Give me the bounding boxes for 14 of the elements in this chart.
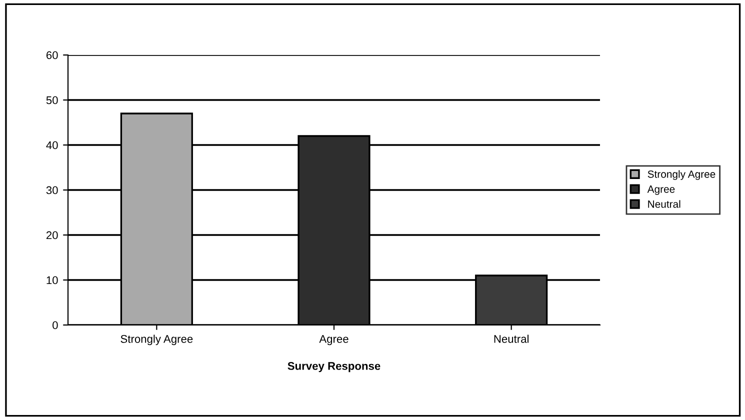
x-tick-label: Agree <box>319 335 348 346</box>
x-tick-label: Neutral <box>494 334 528 343</box>
x-tick-label: Strongly Agree <box>120 334 193 346</box>
x-axis-title: Survey Response <box>288 362 380 372</box>
legend-label: Strongly Agree <box>648 170 716 180</box>
y-tick-label: 60 <box>46 51 58 60</box>
y-tick-label: 20 <box>46 231 58 240</box>
y-tick-label: 40 <box>46 141 58 150</box>
legend-label: Agree <box>647 186 675 195</box>
y-tick-label: 50 <box>46 96 58 104</box>
y-tick-label: 0 <box>52 321 58 330</box>
y-tick-label: 30 <box>46 186 58 194</box>
y-tick-label: 10 <box>46 276 58 284</box>
legend-label: Neutral <box>648 200 680 208</box>
